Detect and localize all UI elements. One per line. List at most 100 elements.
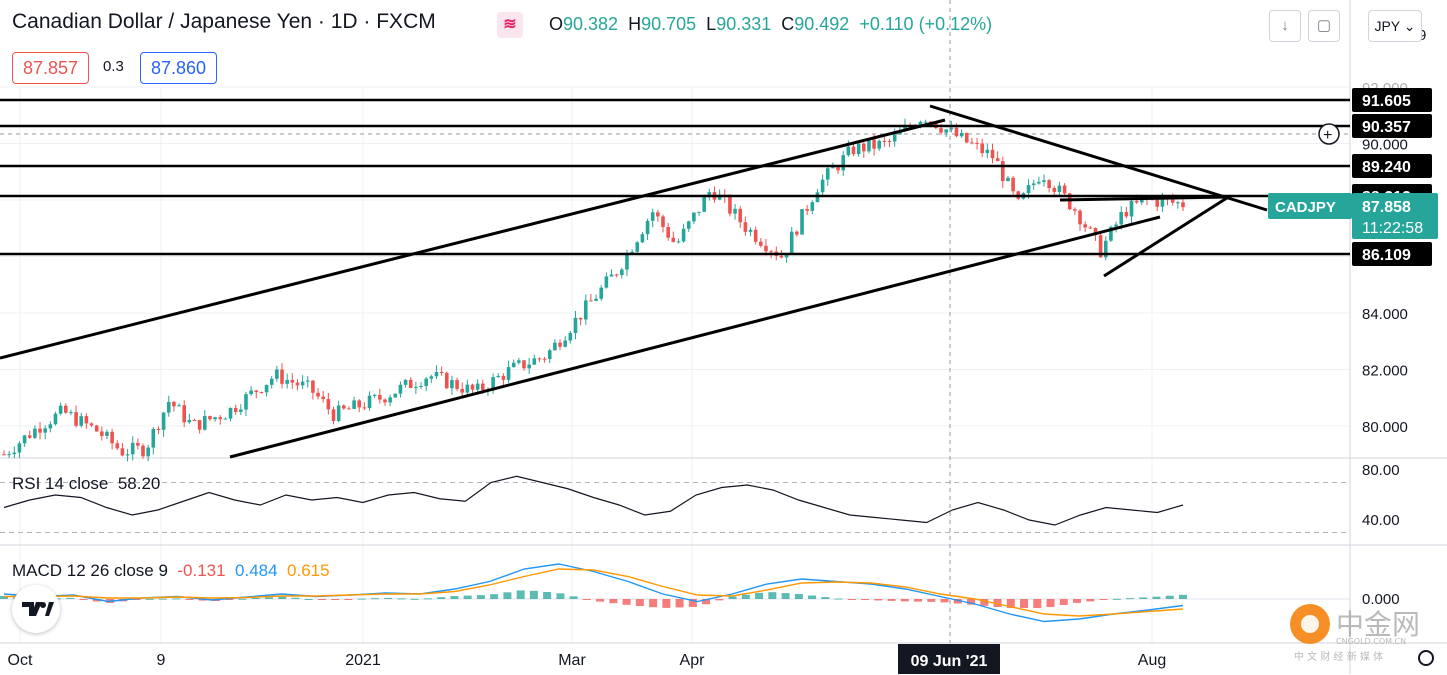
candle-body	[208, 416, 212, 420]
macd-histogram-bar	[251, 597, 260, 599]
candle-body	[789, 231, 794, 254]
macd-histogram-bar	[1046, 599, 1055, 608]
macd-histogram-bar	[741, 594, 750, 599]
macd-histogram-bar	[861, 599, 870, 600]
candle-body	[254, 390, 259, 393]
macd-histogram-bar	[344, 599, 353, 600]
high-value: 90.705	[641, 14, 697, 34]
candle-body	[202, 416, 207, 430]
candle-body	[321, 396, 326, 400]
macd-histogram-bar	[317, 599, 326, 600]
candle-body	[877, 140, 882, 149]
candle-body	[609, 274, 614, 277]
macd-line	[3, 563, 1184, 623]
candle-body	[1031, 183, 1036, 186]
candle-body	[1160, 198, 1165, 207]
tradingview-logo-icon[interactable]	[12, 585, 60, 633]
download-arrow-icon[interactable]: ↓	[1269, 10, 1301, 42]
macd-histogram-bar	[596, 599, 605, 602]
candle-body	[964, 132, 969, 143]
level-badge	[1352, 154, 1432, 178]
candle-body	[1006, 177, 1010, 182]
sell-price-button[interactable]: 87.857	[12, 52, 90, 84]
candle-body	[954, 127, 959, 137]
candle-body	[573, 317, 578, 334]
macd-histogram-bar	[529, 590, 538, 599]
candle-body	[434, 372, 439, 377]
macd-histogram-bar	[887, 599, 896, 601]
macd-histogram-bar	[1165, 595, 1174, 599]
candle-body	[388, 397, 392, 403]
time-tick-label: 9	[157, 652, 166, 669]
candle-body	[733, 208, 737, 214]
candle-body	[1026, 185, 1031, 194]
trend-line	[929, 104, 1268, 212]
indicator-menu-icon[interactable]: ≋	[497, 12, 523, 38]
candle-body	[58, 405, 63, 414]
candle-body	[511, 362, 516, 368]
candle-body	[970, 142, 974, 144]
candle-body	[141, 445, 145, 457]
macd-histogram-bar	[370, 598, 379, 600]
symbol-title: Canadian Dollar / Japanese Yen · 1D · FX…	[12, 10, 436, 33]
macd-histogram-bar	[172, 598, 181, 600]
candle-body	[275, 369, 279, 379]
candle-body	[228, 407, 233, 419]
fullscreen-icon[interactable]: ▢	[1308, 10, 1340, 42]
candle-body	[1062, 185, 1067, 194]
candle-body	[542, 358, 547, 360]
macd-histogram-bar	[357, 598, 366, 600]
candle-body	[1140, 198, 1144, 203]
candle-body	[79, 416, 84, 426]
candle-body	[599, 287, 604, 299]
buy-price-button[interactable]: 87.860	[140, 52, 218, 84]
candle-body	[249, 390, 253, 395]
macd-histogram-bar	[92, 599, 101, 602]
candle-body	[233, 407, 238, 412]
candle-body	[625, 253, 629, 270]
chart-header: Canadian Dollar / Japanese Yen · 1D · FX…	[0, 0, 1422, 90]
candle-body	[187, 419, 192, 423]
candle-body	[470, 384, 475, 390]
candle-body	[743, 222, 748, 232]
macd-histogram-bar	[728, 596, 737, 599]
macd-histogram-bar	[569, 596, 578, 599]
candle-body	[43, 428, 47, 433]
candle-body	[692, 212, 696, 222]
trend-line	[229, 215, 1161, 459]
macd-histogram-bar	[145, 598, 154, 600]
candle-body	[419, 386, 423, 388]
candle-body	[702, 196, 706, 212]
candle-body	[311, 380, 315, 393]
macd-histogram-bar	[304, 598, 313, 600]
candle-body	[759, 241, 763, 246]
macd-histogram-bar	[1152, 596, 1161, 599]
macd-histogram-bar	[781, 593, 790, 599]
macd-histogram-bar	[278, 596, 287, 599]
candle-body	[1098, 235, 1103, 258]
candle-body	[290, 379, 295, 383]
candle-body	[887, 140, 892, 142]
candle-body	[681, 228, 686, 242]
candle-body	[182, 405, 186, 423]
candle-body	[491, 377, 495, 391]
macd-histogram-bar	[794, 594, 803, 599]
candle-body	[589, 300, 593, 302]
candle-body	[645, 220, 650, 235]
candle-body	[125, 454, 130, 456]
candle-body	[1011, 177, 1015, 192]
macd-histogram-bar	[582, 599, 591, 600]
signal-line	[4, 568, 1184, 617]
candle-body	[74, 412, 78, 426]
currency-select[interactable]: JPY ⌄	[1368, 10, 1422, 42]
symbol-tag-text: CADJPY	[1275, 199, 1336, 216]
candle-body	[326, 399, 331, 410]
candle-body	[738, 208, 743, 223]
macd-histogram-bar	[688, 599, 697, 607]
candle-body	[563, 340, 567, 347]
candle-body	[424, 378, 428, 387]
macd-histogram-bar	[821, 597, 830, 599]
candle-body	[841, 155, 846, 171]
candle-body	[450, 380, 454, 389]
